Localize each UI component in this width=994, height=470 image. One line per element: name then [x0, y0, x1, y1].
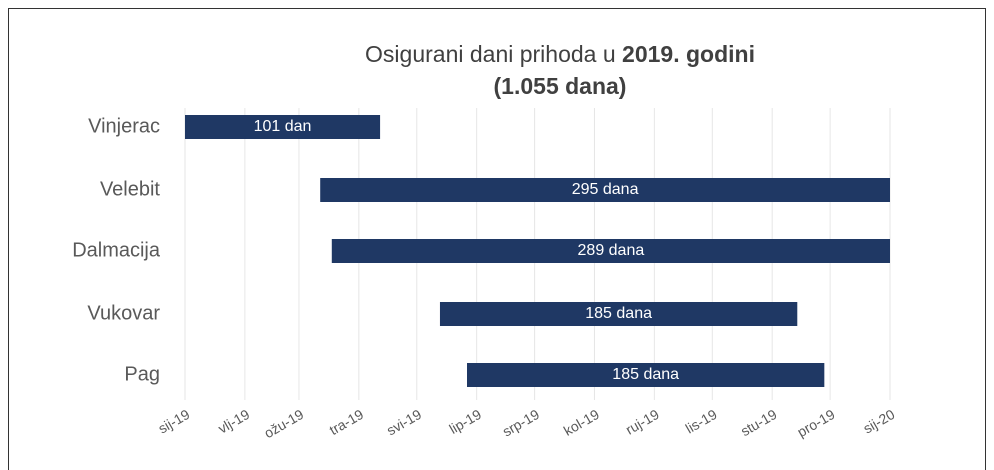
bar	[331, 239, 890, 263]
chart-subtitle: (1.055 dana)	[494, 73, 627, 99]
category-label: Vinjerac	[88, 115, 160, 137]
bar-label: 185 dana	[585, 305, 652, 322]
category-label: Vukovar	[87, 302, 160, 324]
bar	[467, 363, 825, 387]
bar-label: 289 dana	[578, 242, 645, 259]
category-label: Velebit	[100, 178, 160, 200]
bar-label: 295 dana	[572, 181, 639, 198]
title-bold: 2019. godini	[622, 41, 755, 67]
bar	[320, 178, 891, 202]
chart-title: Osigurani dani prihoda u 2019. godini	[365, 41, 755, 67]
title-text: Osigurani dani prihoda u	[365, 41, 616, 67]
bar-label: 185 dana	[612, 366, 679, 383]
bar-label: 101 dan	[254, 118, 312, 135]
category-label: Dalmacija	[72, 239, 161, 261]
bar	[185, 115, 381, 139]
bar	[439, 302, 798, 326]
category-label: Pag	[124, 363, 160, 385]
